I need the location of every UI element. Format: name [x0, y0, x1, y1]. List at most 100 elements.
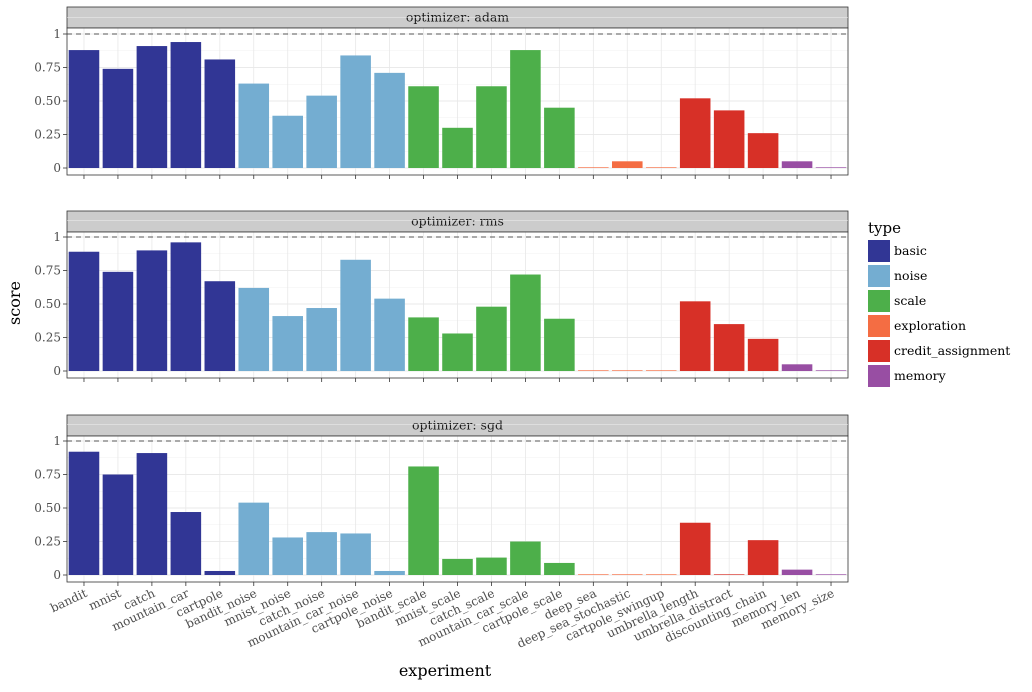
y-tick-label: 0	[53, 161, 61, 175]
legend-swatch-credit_assignment	[868, 340, 890, 362]
bar-umbrella_distract	[713, 110, 745, 168]
x-axis-title: experiment	[399, 661, 492, 680]
bar-cartpole_scale	[544, 562, 575, 575]
bar-bandit_noise	[238, 287, 270, 371]
bar-catch_scale	[476, 86, 507, 168]
bar-mnist_noise	[272, 115, 303, 168]
bar-mountain_car_scale	[510, 50, 541, 168]
bar-bandit_scale	[408, 466, 439, 575]
x-tick-label-mnist: mnist	[87, 586, 124, 613]
legend-title: type	[868, 219, 901, 237]
y-tick-label: 0.25	[34, 535, 61, 549]
bar-mountain_car_noise	[340, 533, 371, 575]
y-tick-label: 1	[53, 230, 61, 244]
bar-mnist	[102, 474, 134, 575]
legend-label-basic: basic	[894, 243, 927, 258]
y-tick-label: 0.75	[34, 468, 61, 482]
bar-memory_len	[781, 161, 813, 168]
bar-bandit	[68, 451, 100, 575]
bar-bandit	[68, 251, 100, 371]
legend-swatch-basic	[868, 240, 890, 262]
bar-mnist_noise	[272, 537, 303, 575]
legend-swatch-exploration	[868, 315, 890, 337]
bar-mountain_car_noise	[340, 55, 371, 168]
bar-catch_scale	[476, 306, 507, 371]
bar-bandit	[68, 50, 100, 168]
bar-memory_size	[815, 370, 847, 371]
bar-cartpole_scale	[544, 107, 575, 168]
bar-mnist_noise	[272, 316, 303, 371]
facet-panel: optimizer: rms 0 0.25 0.50 0.75 1	[34, 210, 849, 382]
bar-cartpole_noise	[374, 298, 405, 371]
bar-mountain_car	[170, 512, 202, 575]
bar-mountain_car	[170, 242, 202, 371]
bar-discounting_chain	[747, 540, 779, 575]
bar-deep_sea_stochastic	[612, 574, 643, 575]
facet-panel: optimizer: sgd 0 0.25 0.50 0.75 1	[34, 414, 849, 586]
bar-bandit_noise	[238, 83, 270, 168]
bar-mountain_car_noise	[340, 259, 371, 371]
bar-catch	[136, 46, 168, 169]
bar-mountain_car_scale	[510, 541, 541, 575]
bar-deep_sea_stochastic	[612, 161, 643, 168]
legend-label-credit_assignment: credit_assignment	[894, 343, 1010, 358]
y-tick-label: 0	[53, 364, 61, 378]
bar-memory_size	[815, 574, 847, 575]
x-tick-labels: banditmnistcatchmountain_carcartpoleband…	[48, 586, 836, 651]
y-tick-label: 0.75	[34, 61, 61, 75]
bar-catch_noise	[306, 532, 337, 575]
y-axis-title: score	[5, 281, 24, 325]
facet-strip-label: optimizer: sgd	[412, 418, 503, 433]
y-tick-label: 0.50	[34, 501, 61, 515]
bar-deep_sea	[578, 370, 609, 371]
bar-catch_noise	[306, 308, 337, 371]
bar-umbrella_distract	[713, 574, 745, 575]
y-tick-label: 1	[53, 27, 61, 41]
bar-discounting_chain	[747, 338, 779, 371]
bar-catch_scale	[476, 557, 507, 575]
legend-swatch-scale	[868, 290, 890, 312]
bar-catch	[136, 453, 168, 575]
bar-catch_noise	[306, 95, 337, 168]
bar-cartpole	[204, 59, 236, 168]
bar-mountain_car_scale	[510, 274, 541, 371]
legend-swatch-noise	[868, 265, 890, 287]
y-tick-label: 1	[53, 434, 61, 448]
bar-mnist_scale	[442, 127, 473, 168]
bar-mountain_car	[170, 42, 202, 168]
bar-bandit_scale	[408, 317, 439, 371]
bar-discounting_chain	[747, 133, 779, 168]
legend-swatch-memory	[868, 365, 890, 387]
bar-deep_sea	[578, 574, 609, 575]
y-tick-label: 0.50	[34, 297, 61, 311]
bar-cartpole_swingup	[645, 167, 677, 168]
bar-mnist	[102, 271, 134, 371]
bar-catch	[136, 250, 168, 371]
bar-cartpole_noise	[374, 570, 405, 575]
bar-memory_len	[781, 569, 813, 575]
y-tick-label: 0.25	[34, 128, 61, 142]
bar-umbrella_distract	[713, 324, 745, 371]
bar-deep_sea_stochastic	[612, 370, 643, 371]
legend-label-exploration: exploration	[894, 318, 966, 333]
bar-mnist	[102, 68, 134, 168]
y-tick-label: 0	[53, 568, 61, 582]
bar-memory_size	[815, 167, 847, 168]
legend: type basic noise scale exploration credit_as…	[868, 219, 1010, 387]
x-tick-label-bandit: bandit	[48, 586, 89, 615]
legend-label-scale: scale	[894, 293, 926, 308]
bar-cartpole	[204, 570, 236, 575]
y-tick-label: 0.25	[34, 331, 61, 345]
bar-umbrella_length	[679, 301, 711, 371]
bar-memory_len	[781, 364, 813, 371]
bar-umbrella_length	[679, 98, 711, 168]
bar-cartpole_swingup	[645, 574, 677, 575]
bar-umbrella_length	[679, 522, 711, 575]
y-tick-label: 0.75	[34, 264, 61, 278]
bar-bandit_scale	[408, 86, 439, 168]
legend-label-memory: memory	[894, 368, 947, 383]
bar-cartpole_noise	[374, 72, 405, 168]
bar-mnist_scale	[442, 558, 473, 575]
